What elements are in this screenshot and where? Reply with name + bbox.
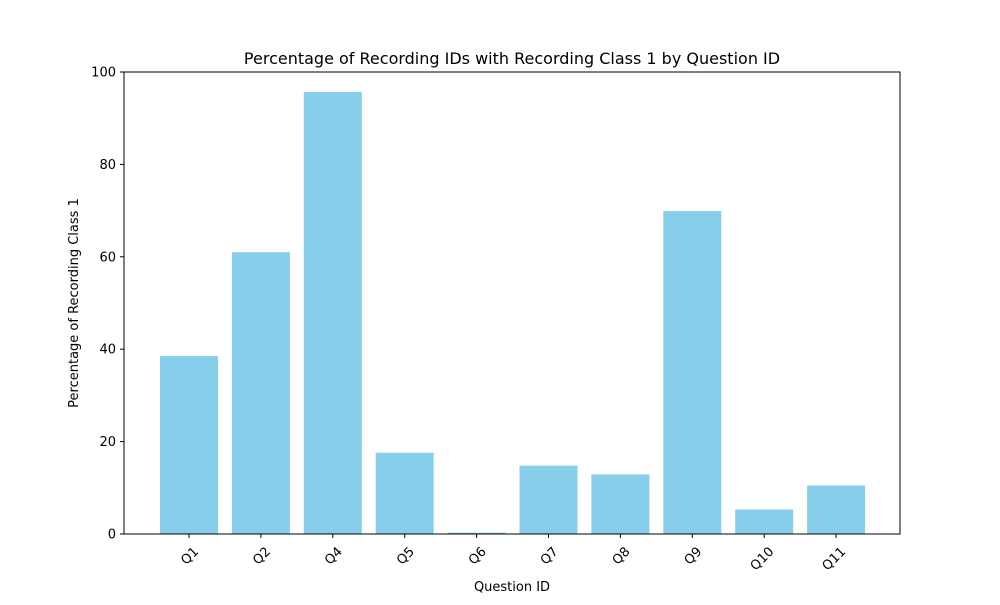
y-tick-label-100: 100 [91, 66, 116, 81]
bar-q11 [807, 485, 866, 534]
x-axis-label: Question ID [474, 580, 550, 595]
bar-q6 [447, 532, 506, 534]
bars-group [160, 91, 866, 535]
bar-q7 [519, 465, 578, 534]
y-tick-label-0: 0 [108, 528, 116, 543]
x-tick-label-q4: Q4 [322, 544, 346, 568]
y-tick-label-40: 40 [99, 343, 116, 358]
bar-q2 [231, 252, 290, 534]
x-tick-label-q11: Q11 [820, 544, 850, 574]
y-axis: 0 20 40 60 80 100 [91, 66, 124, 543]
chart-title: Percentage of Recording IDs with Recordi… [244, 49, 780, 68]
x-tick-label-q9: Q9 [682, 544, 706, 568]
x-tick-label-q1: Q1 [178, 544, 202, 568]
y-tick-label-80: 80 [99, 158, 116, 173]
x-tick-label-q6: Q6 [466, 544, 490, 568]
bar-q8 [591, 474, 650, 534]
x-tick-label-q2: Q2 [250, 544, 274, 568]
x-axis: Q1 Q2 Q4 Q5 Q6 Q7 Q8 Q9 Q10 Q11 [178, 534, 849, 574]
x-tick-label-q10: Q10 [748, 544, 778, 574]
plot-frame [123, 71, 901, 535]
y-axis-label: Percentage of Recording Class 1 [67, 198, 82, 408]
bar-q1 [160, 356, 218, 534]
bar-q4 [303, 91, 362, 535]
bar-q5 [375, 452, 434, 534]
y-tick-label-60: 60 [99, 250, 116, 265]
y-tick-label-20: 20 [99, 435, 116, 450]
x-tick-label-q7: Q7 [538, 544, 562, 568]
x-tick-label-q8: Q8 [610, 544, 634, 568]
x-tick-label-q5: Q5 [394, 544, 418, 568]
bar-q9 [663, 211, 722, 534]
bar-q10 [735, 509, 794, 534]
